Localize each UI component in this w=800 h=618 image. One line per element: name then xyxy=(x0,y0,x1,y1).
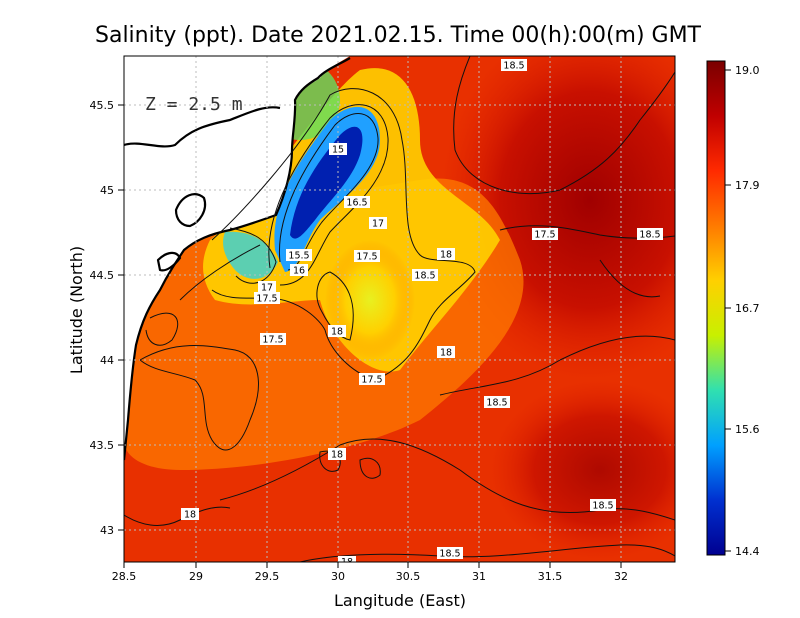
y-tick-label: 45.5 xyxy=(90,99,115,112)
land-mass xyxy=(124,56,350,460)
contour-label: 18.5 xyxy=(501,59,527,72)
svg-text:17.5: 17.5 xyxy=(356,252,377,263)
svg-text:18.5: 18.5 xyxy=(439,549,460,560)
x-axis-title: Langitude (East) xyxy=(334,591,466,610)
coastline xyxy=(124,57,351,461)
svg-text:15.5: 15.5 xyxy=(288,251,309,262)
x-axis: 28.5 29 29.5 30 30.5 31 31.5 32 xyxy=(112,562,628,583)
x-tick-label: 29 xyxy=(189,570,203,583)
x-tick-label: 30 xyxy=(331,570,345,583)
contour-label: 17.5 xyxy=(359,373,385,386)
svg-text:18.5: 18.5 xyxy=(639,230,660,241)
colorbar-gradient xyxy=(706,60,726,556)
colorbar-tick-label: 15.6 xyxy=(735,423,760,436)
svg-text:18: 18 xyxy=(341,557,353,568)
colorbar: 19.0 17.9 16.7 15.6 14.4 xyxy=(706,60,760,558)
contour-label: 17.5 xyxy=(354,250,380,263)
svg-text:17.5: 17.5 xyxy=(262,335,283,346)
svg-text:15: 15 xyxy=(332,145,344,156)
svg-text:17: 17 xyxy=(261,283,273,294)
contour-label: 17 xyxy=(258,281,276,294)
contour-label: 18.5 xyxy=(590,499,616,512)
svg-text:16.5: 16.5 xyxy=(346,198,367,209)
contour-lines xyxy=(124,56,675,562)
cyan-edge-band xyxy=(223,231,278,279)
svg-text:18: 18 xyxy=(331,450,343,461)
peninsula-outline xyxy=(156,251,182,272)
contour-label: 18.5 xyxy=(484,396,510,409)
svg-text:16: 16 xyxy=(293,266,305,277)
high-salinity-region-south xyxy=(490,380,675,560)
contour-label: 15.5 xyxy=(286,249,312,262)
depth-label: Z = 2.5 m xyxy=(145,94,243,115)
x-tick-label: 28.5 xyxy=(112,570,137,583)
contour-label: 18 xyxy=(437,346,455,359)
svg-text:18: 18 xyxy=(440,250,452,261)
svg-text:17.5: 17.5 xyxy=(534,230,555,241)
y-axis: 45.5 45 44.5 44 43.5 43 xyxy=(90,99,124,537)
lake-outline xyxy=(174,193,207,228)
x-tick-label: 32 xyxy=(614,570,628,583)
contour-label: 17.5 xyxy=(254,292,280,305)
contour-label: 18.5 xyxy=(437,547,463,560)
contour-label: 17.5 xyxy=(260,333,286,346)
plot-frame xyxy=(123,55,676,563)
contour-label-layer: 18.5 15 16.5 17 15.5 16 17.5 18 17.5 18.… xyxy=(181,59,663,568)
x-tick-label: 31.5 xyxy=(538,570,563,583)
contour-label: 18.5 xyxy=(412,269,438,282)
contour-label: 17 xyxy=(369,217,387,230)
contour-label: 16 xyxy=(290,264,308,277)
contour-label: 18 xyxy=(437,248,455,261)
svg-text:18.5: 18.5 xyxy=(486,398,507,409)
svg-text:18.5: 18.5 xyxy=(592,501,613,512)
contour-label: 18 xyxy=(181,508,199,521)
colorbar-tick-label: 14.4 xyxy=(735,545,760,558)
colorbar-tick-label: 19.0 xyxy=(735,64,760,77)
svg-text:17.5: 17.5 xyxy=(361,375,382,386)
svg-text:18: 18 xyxy=(184,510,196,521)
x-tick-label: 29.5 xyxy=(255,570,280,583)
x-tick-label: 30.5 xyxy=(396,570,421,583)
y-tick-label: 43.5 xyxy=(90,439,115,452)
svg-text:18: 18 xyxy=(331,327,343,338)
svg-text:17.5: 17.5 xyxy=(256,294,277,305)
contour-label: 17.5 xyxy=(532,228,558,241)
y-axis-title: Latitude (North) xyxy=(67,246,86,374)
y-tick-label: 43 xyxy=(100,524,114,537)
y-tick-label: 44 xyxy=(100,354,114,367)
map-title: Salinity (ppt). Date 2021.02.15. Time 00… xyxy=(95,23,702,48)
colorbar-tick-label: 16.7 xyxy=(735,302,760,315)
svg-text:18: 18 xyxy=(440,348,452,359)
x-tick-label: 31 xyxy=(472,570,486,583)
yellow-green-core xyxy=(325,240,415,360)
svg-text:18.5: 18.5 xyxy=(503,61,524,72)
contour-label: 16.5 xyxy=(344,196,370,209)
contour-label: 18 xyxy=(328,325,346,338)
y-tick-label: 45 xyxy=(100,184,114,197)
colorbar-tick-label: 17.9 xyxy=(735,179,760,192)
plot-area: 18.5 15 16.5 17 15.5 16 17.5 18 17.5 18.… xyxy=(124,56,675,568)
inland-border xyxy=(124,106,281,148)
contour-label: 18.5 xyxy=(637,228,663,241)
svg-text:18.5: 18.5 xyxy=(414,271,435,282)
contour-label: 18 xyxy=(338,556,356,568)
contour-label: 18 xyxy=(328,448,346,461)
svg-text:17: 17 xyxy=(372,219,384,230)
grid-lines xyxy=(124,56,675,562)
y-tick-label: 44.5 xyxy=(90,269,115,282)
contour-label: 15 xyxy=(329,143,347,156)
